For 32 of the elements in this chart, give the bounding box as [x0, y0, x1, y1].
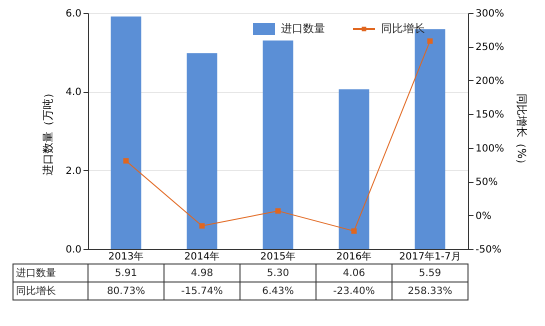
data-label: 4.98	[190, 268, 214, 279]
data-label: 5.59	[418, 268, 442, 279]
data-label: 258.33%	[408, 286, 452, 297]
y-tick-label: 2.0	[66, 166, 82, 177]
data-label: -23.40%	[333, 286, 375, 297]
y2-axis-title: 同比增长（%）	[515, 93, 528, 170]
data-label: 6.43%	[262, 286, 294, 297]
y2-tick-label: 0%	[476, 210, 492, 222]
x-tick-label: 2015年	[260, 250, 296, 262]
legend-label: 进口数量	[281, 22, 325, 35]
y2-tick-label: 300%	[476, 8, 504, 20]
data-label: 4.06	[342, 268, 366, 279]
text: 进口数量	[16, 268, 56, 279]
y-tick-label: 6.0	[66, 8, 82, 20]
text: 同比增长	[16, 286, 56, 297]
y2-tick-label: -50%	[476, 244, 502, 256]
x-tick-label: 2017年1-7月	[399, 250, 461, 262]
y-tick-label: 4.0	[66, 87, 82, 98]
y-tick-label: 0.0	[66, 244, 82, 256]
x-tick-label: 2013年	[108, 250, 144, 262]
data-label: 5.30	[266, 268, 290, 279]
y-axis-title: 进口数量（万吨）	[42, 88, 55, 176]
x-tick-label: 2014年	[184, 250, 220, 262]
y2-tick-label: 250%	[476, 42, 504, 54]
y2-tick-label: 100%	[476, 143, 504, 154]
y2-tick-label: 150%	[476, 110, 504, 121]
data-label: 80.73%	[106, 286, 146, 297]
y2-tick-label: 200%	[476, 76, 504, 87]
data-label: -15.74%	[181, 286, 223, 297]
x-tick-label: 2016年	[336, 250, 372, 262]
data-label: 5.91	[114, 268, 138, 279]
y2-tick-label: 50%	[476, 177, 498, 188]
